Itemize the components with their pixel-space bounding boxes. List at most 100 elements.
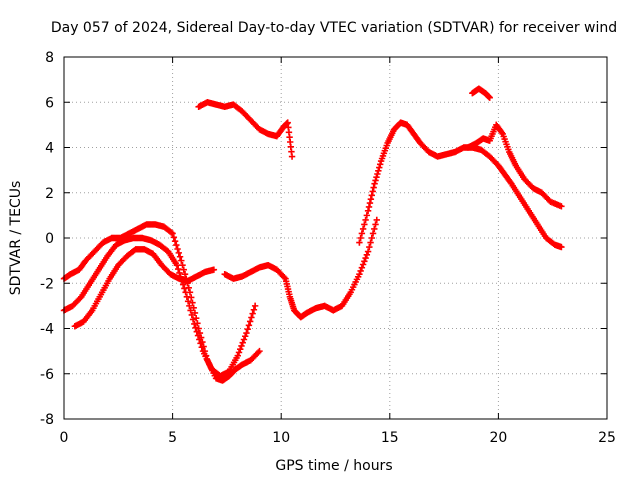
data-point-marker [373, 174, 380, 181]
data-point-marker [370, 184, 377, 191]
data-point-marker [356, 239, 363, 246]
data-point-marker [248, 314, 255, 321]
y-tick-label: -6 [40, 367, 54, 383]
data-point-marker [486, 94, 493, 101]
data-point-marker [363, 251, 371, 259]
data-point-marker [169, 230, 176, 237]
data-point-marker [363, 212, 371, 219]
data-point-marker [361, 258, 368, 265]
data-point-marker [239, 339, 246, 346]
data-point-marker [173, 241, 180, 249]
data-point-marker [175, 249, 183, 257]
y-tick-label: 4 [45, 141, 54, 157]
data-point-marker [76, 294, 84, 302]
data-point-marker [255, 349, 262, 356]
data-point-marker [376, 164, 383, 171]
x-tick-label: 20 [489, 430, 507, 446]
y-tick-label: -4 [40, 322, 54, 338]
y-tick-label: 6 [45, 95, 54, 111]
data-point-marker [245, 322, 253, 329]
data-point-marker [372, 221, 379, 228]
x-tick-label: 25 [598, 430, 616, 446]
data-point-marker [176, 269, 183, 277]
x-tick-label: 10 [272, 430, 290, 446]
y-tick-label: -2 [40, 276, 54, 292]
data-point-marker [357, 234, 364, 242]
data-point-marker [180, 266, 187, 273]
data-point-marker [358, 230, 366, 237]
data-point-marker [364, 248, 372, 255]
data-point-marker [244, 325, 251, 333]
data-point-marker [183, 293, 191, 301]
data-point-marker [358, 264, 366, 271]
data-point-marker [507, 179, 514, 186]
data-point-marker [558, 203, 565, 210]
data-point-marker [371, 225, 378, 233]
data-point-marker [187, 307, 194, 314]
data-point-marker [256, 347, 263, 355]
data-point-marker [369, 188, 376, 195]
data-point-marker [250, 306, 258, 313]
data-point-marker [246, 318, 254, 325]
chart-title: Day 057 of 2024, Sidereal Day-to-day VTE… [51, 20, 617, 36]
data-point-marker [181, 285, 188, 292]
data-point-marker [181, 271, 189, 278]
data-point-marker [176, 253, 184, 260]
data-point-marker [188, 311, 196, 319]
data-point-marker [197, 340, 204, 347]
data-point-marker [368, 192, 376, 199]
data-point-marker [367, 196, 375, 203]
data-point-marker [173, 261, 181, 269]
data-point-marker [369, 230, 377, 237]
data-point-marker [498, 129, 506, 136]
data-point-marker [192, 314, 200, 322]
y-tick-label: 8 [45, 50, 54, 66]
data-point-marker [193, 328, 201, 335]
data-point-marker [356, 271, 363, 278]
data-point-marker [196, 336, 203, 343]
data-point-marker [210, 266, 218, 273]
data-point-marker [374, 170, 381, 178]
data-point-marker [243, 329, 250, 337]
data-point-marker [371, 180, 378, 187]
data-point-marker [359, 261, 367, 268]
data-point-marker [189, 316, 197, 323]
y-tick-label: 0 [45, 231, 54, 247]
data-point-marker [373, 216, 380, 224]
data-point-marker [249, 310, 256, 317]
data-point-marker [174, 245, 181, 253]
data-point-marker [191, 320, 198, 328]
data-point-marker [375, 167, 382, 174]
data-point-marker [168, 229, 175, 236]
y-axis-label: SDTVAR / TECUs [8, 181, 24, 296]
data-point-marker [368, 234, 376, 242]
data-point-marker [178, 257, 185, 264]
data-point-marker [366, 243, 373, 251]
x-tick-label: 0 [60, 430, 69, 446]
data-point-marker [365, 203, 373, 211]
data-point-marker [367, 239, 374, 246]
data-point-marker [364, 207, 372, 215]
data-point-marker [186, 302, 193, 310]
data-point-marker [362, 254, 369, 262]
data-point-marker [174, 265, 182, 273]
data-point-marker [234, 352, 241, 359]
data-point-marker [192, 324, 199, 332]
data-point-marker [237, 345, 244, 353]
data-point-marker [366, 199, 374, 207]
data-point-marker [182, 289, 189, 296]
data-point-marker [240, 336, 248, 343]
y-tick-label: -8 [40, 412, 54, 428]
data-point-marker [170, 234, 178, 241]
data-point-marker [357, 267, 364, 275]
data-point-marker [194, 332, 202, 339]
data-point-marker [235, 349, 243, 356]
data-point-marker [184, 298, 192, 305]
data-point-marker [376, 161, 384, 168]
data-point-marker [242, 333, 249, 340]
data-markers [60, 85, 565, 384]
data-point-marker [372, 177, 379, 184]
data-point-marker [198, 344, 205, 351]
data-point-marker [558, 243, 565, 251]
data-point-marker [189, 299, 196, 306]
